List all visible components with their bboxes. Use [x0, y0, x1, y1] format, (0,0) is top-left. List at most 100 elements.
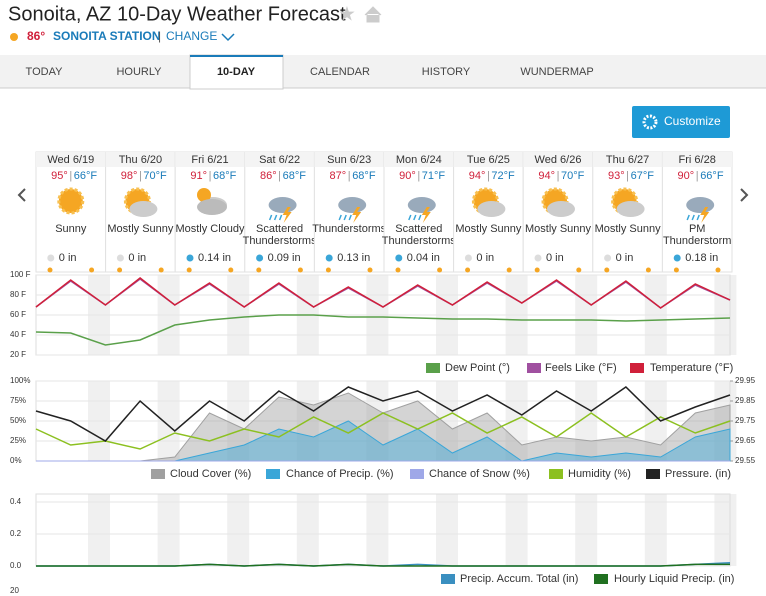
y2-tick-label: 29.55	[735, 456, 756, 465]
day-precip: 0 in	[616, 252, 634, 264]
cloud	[407, 197, 436, 213]
day-low: 71°F	[422, 170, 446, 182]
tab[interactable]: WUNDERMAP	[520, 66, 593, 78]
legend-swatch	[410, 469, 424, 479]
line-series	[35, 314, 731, 346]
sunrise	[395, 267, 401, 273]
sunrise	[47, 267, 53, 273]
day-high: 98°	[121, 170, 138, 182]
night-band	[88, 494, 110, 566]
night-band	[436, 494, 458, 566]
sunrise	[534, 267, 540, 273]
day-low: 67°F	[631, 170, 655, 182]
cloud	[129, 201, 158, 217]
chevron	[221, 33, 235, 42]
day-date: Thu 6/27	[606, 154, 649, 166]
day-header	[592, 152, 663, 167]
day-condition: Thunderstorms	[312, 223, 386, 235]
sep: |	[487, 170, 490, 182]
sunset	[645, 267, 651, 273]
y-tick-label: 40 F	[10, 330, 26, 339]
day-condition: Mostly Sunny	[107, 223, 174, 235]
day-low: 66°F	[700, 170, 724, 182]
drop-icon	[464, 254, 472, 262]
sep: |	[696, 170, 699, 182]
y-tick-label: 0.2	[10, 529, 22, 538]
active-tab	[189, 54, 284, 90]
area-series	[36, 392, 731, 462]
day-high: 90°	[678, 170, 695, 182]
tab[interactable]: 10-DAY	[217, 66, 256, 78]
y-tick-label: 20	[10, 586, 19, 595]
rain	[408, 214, 422, 221]
next-arrow[interactable]	[740, 188, 749, 202]
day-header	[36, 152, 106, 167]
y2-tick-label: 29.85	[735, 396, 756, 405]
day-high: 95°	[51, 170, 68, 182]
prev-arrow[interactable]	[17, 188, 26, 202]
day-low: 70°F	[143, 170, 167, 182]
day-date: Mon 6/24	[396, 154, 442, 166]
day-date: Wed 6/19	[47, 154, 94, 166]
rain	[338, 214, 352, 221]
sep: |	[348, 170, 351, 182]
day-precip: 0.04 in	[407, 252, 440, 264]
day-low: 68°F	[283, 170, 307, 182]
cloud	[686, 197, 715, 213]
sunset	[715, 267, 721, 273]
line-series	[35, 386, 731, 442]
day-high: 94°	[538, 170, 555, 182]
active-tab-top	[190, 55, 283, 57]
y-tick-label: 0.4	[10, 497, 22, 506]
day-precip: 0 in	[59, 252, 77, 264]
y-tick-label: 100%	[10, 376, 30, 385]
y2-tick-label: 29.65	[735, 436, 756, 445]
sunset	[437, 267, 443, 273]
customize-label[interactable]: Customize	[664, 114, 721, 128]
drop-icon	[395, 254, 403, 262]
legend-swatch	[630, 363, 644, 373]
bolt	[282, 207, 292, 223]
rain	[686, 214, 700, 221]
legend-label: Pressure. (in)	[665, 468, 731, 480]
bolt	[352, 207, 362, 223]
day-date: Thu 6/20	[119, 154, 162, 166]
legend-swatch	[646, 469, 660, 479]
tab[interactable]: HOURLY	[116, 66, 162, 78]
night-band	[157, 494, 180, 566]
day-low: 68°F	[352, 170, 376, 182]
day-precip: 0.14 in	[198, 252, 231, 264]
drop-icon	[604, 254, 612, 262]
drop-icon	[325, 254, 333, 262]
legend-swatch	[594, 574, 608, 584]
y-tick-label: 60 F	[10, 310, 26, 319]
sep: |	[626, 170, 629, 182]
sep: |	[557, 170, 560, 182]
sep: |	[417, 170, 420, 182]
day-header	[105, 152, 176, 167]
sunset	[506, 267, 512, 273]
bolt	[421, 207, 431, 223]
station[interactable]: SONOITA STATION	[53, 29, 161, 43]
tab[interactable]: TODAY	[26, 66, 64, 78]
sep: |	[139, 170, 142, 182]
sunrise	[604, 267, 610, 273]
legend-label: Feels Like (°F)	[545, 362, 617, 374]
legend-swatch	[426, 363, 440, 373]
day-header	[523, 152, 593, 167]
rain	[268, 214, 283, 221]
tab[interactable]: CALENDAR	[310, 66, 370, 78]
y2-tick-label: 29.95	[735, 376, 756, 385]
day-header	[662, 152, 732, 167]
customize-button[interactable]	[632, 106, 730, 138]
day-precip: 0 in	[128, 252, 146, 264]
sunset	[158, 267, 164, 273]
day-date: Sun 6/23	[327, 154, 371, 166]
sep: |	[69, 170, 72, 182]
day-header	[314, 152, 384, 167]
legend-swatch	[527, 363, 541, 373]
change-link[interactable]: CHANGE	[166, 29, 217, 43]
day-condition: Sunny	[55, 223, 87, 235]
tab[interactable]: HISTORY	[422, 66, 471, 78]
